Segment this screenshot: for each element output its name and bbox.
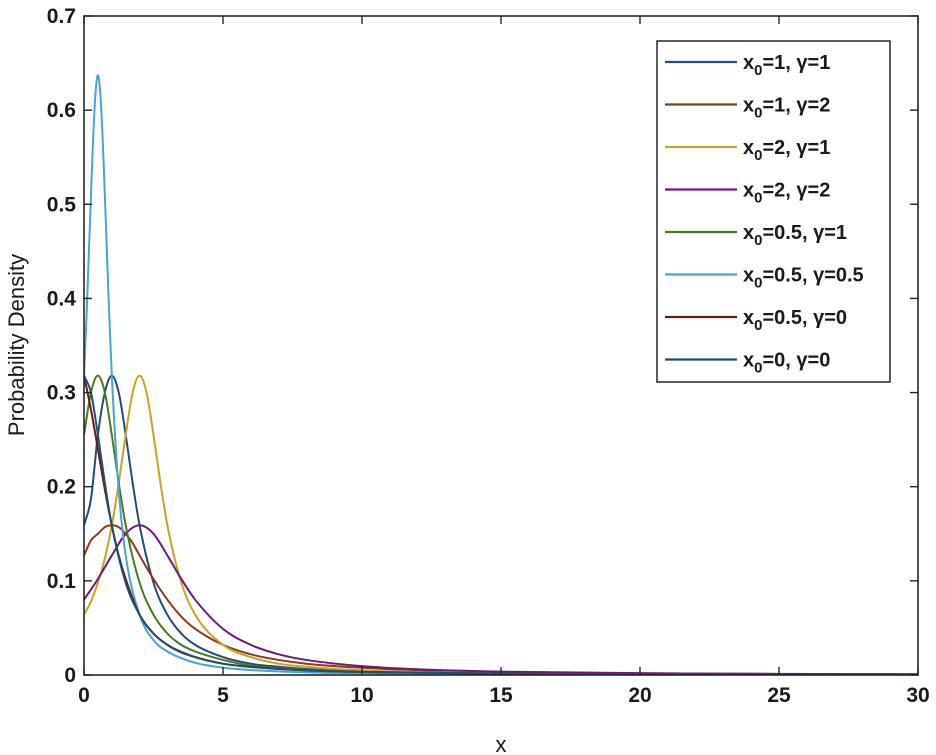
y-tick-label: 0 xyxy=(64,664,76,687)
x-tick-label: 5 xyxy=(217,684,229,707)
x-tick-label: 10 xyxy=(350,684,373,707)
legend-items: x0=1, γ=1 x0=1, γ=2 x0=2, γ=1 x0=2, γ=2 x0=0… xyxy=(665,52,864,377)
legend-item: x0=2, γ=1 xyxy=(665,137,830,164)
legend-label: x0=2, γ=1 xyxy=(743,137,830,164)
legend-label: x0=0.5, γ=0.5 xyxy=(743,265,864,292)
x-tick-label: 25 xyxy=(767,684,791,707)
legend-label: x0=1, γ=2 xyxy=(743,95,830,122)
y-tick-label: 0.7 xyxy=(47,5,76,28)
legend-item: x0=1, γ=2 xyxy=(665,95,830,122)
y-tick-label: 0.3 xyxy=(47,382,76,405)
legend-item: x0=0, γ=0 xyxy=(665,350,830,377)
legend-label: x0=0, γ=0 xyxy=(743,350,830,377)
legend-box xyxy=(656,40,891,383)
y-tick-label: 0.6 xyxy=(47,99,76,122)
x-tick-label: 30 xyxy=(906,684,929,707)
legend-item: x0=0.5, γ=0.5 xyxy=(665,265,864,292)
series-line-8 xyxy=(84,375,918,675)
legend-item: x0=2, γ=2 xyxy=(665,180,830,207)
x-tick-label: 15 xyxy=(489,684,513,707)
legend-label: x0=0.5, γ=0 xyxy=(743,307,847,334)
y-axis-title: Probability Density xyxy=(4,254,29,436)
y-tick-label: 0.1 xyxy=(47,570,77,593)
y-tick-label: 0.2 xyxy=(47,476,76,499)
legend-item: x0=0.5, γ=0 xyxy=(665,307,847,334)
ticks-layer xyxy=(83,15,919,676)
legend-label: x0=0.5, γ=1 xyxy=(743,222,847,249)
tick-labels: 0 5 10 15 20 25 30 0 0.1 0.2 0.3 0.4 0.5 0.6 0.7 xyxy=(47,5,930,707)
legend-item: x0=0.5, γ=1 xyxy=(665,222,847,249)
legend-label: x0=1, γ=1 xyxy=(743,52,830,79)
legend-item: x0=1, γ=1 xyxy=(665,52,830,79)
legend: x0=1, γ=1 x0=1, γ=2 x0=2, γ=1 x0=2, γ=2 x0=0… xyxy=(656,40,891,383)
x-axis-title: x xyxy=(496,732,507,755)
x-tick-label: 0 xyxy=(78,684,90,707)
series-line-4 xyxy=(84,524,918,675)
y-tick-label: 0.5 xyxy=(47,193,77,216)
y-tick-label: 0.4 xyxy=(47,287,77,310)
legend-label: x0=2, γ=2 xyxy=(743,180,830,207)
x-tick-label: 20 xyxy=(628,684,651,707)
